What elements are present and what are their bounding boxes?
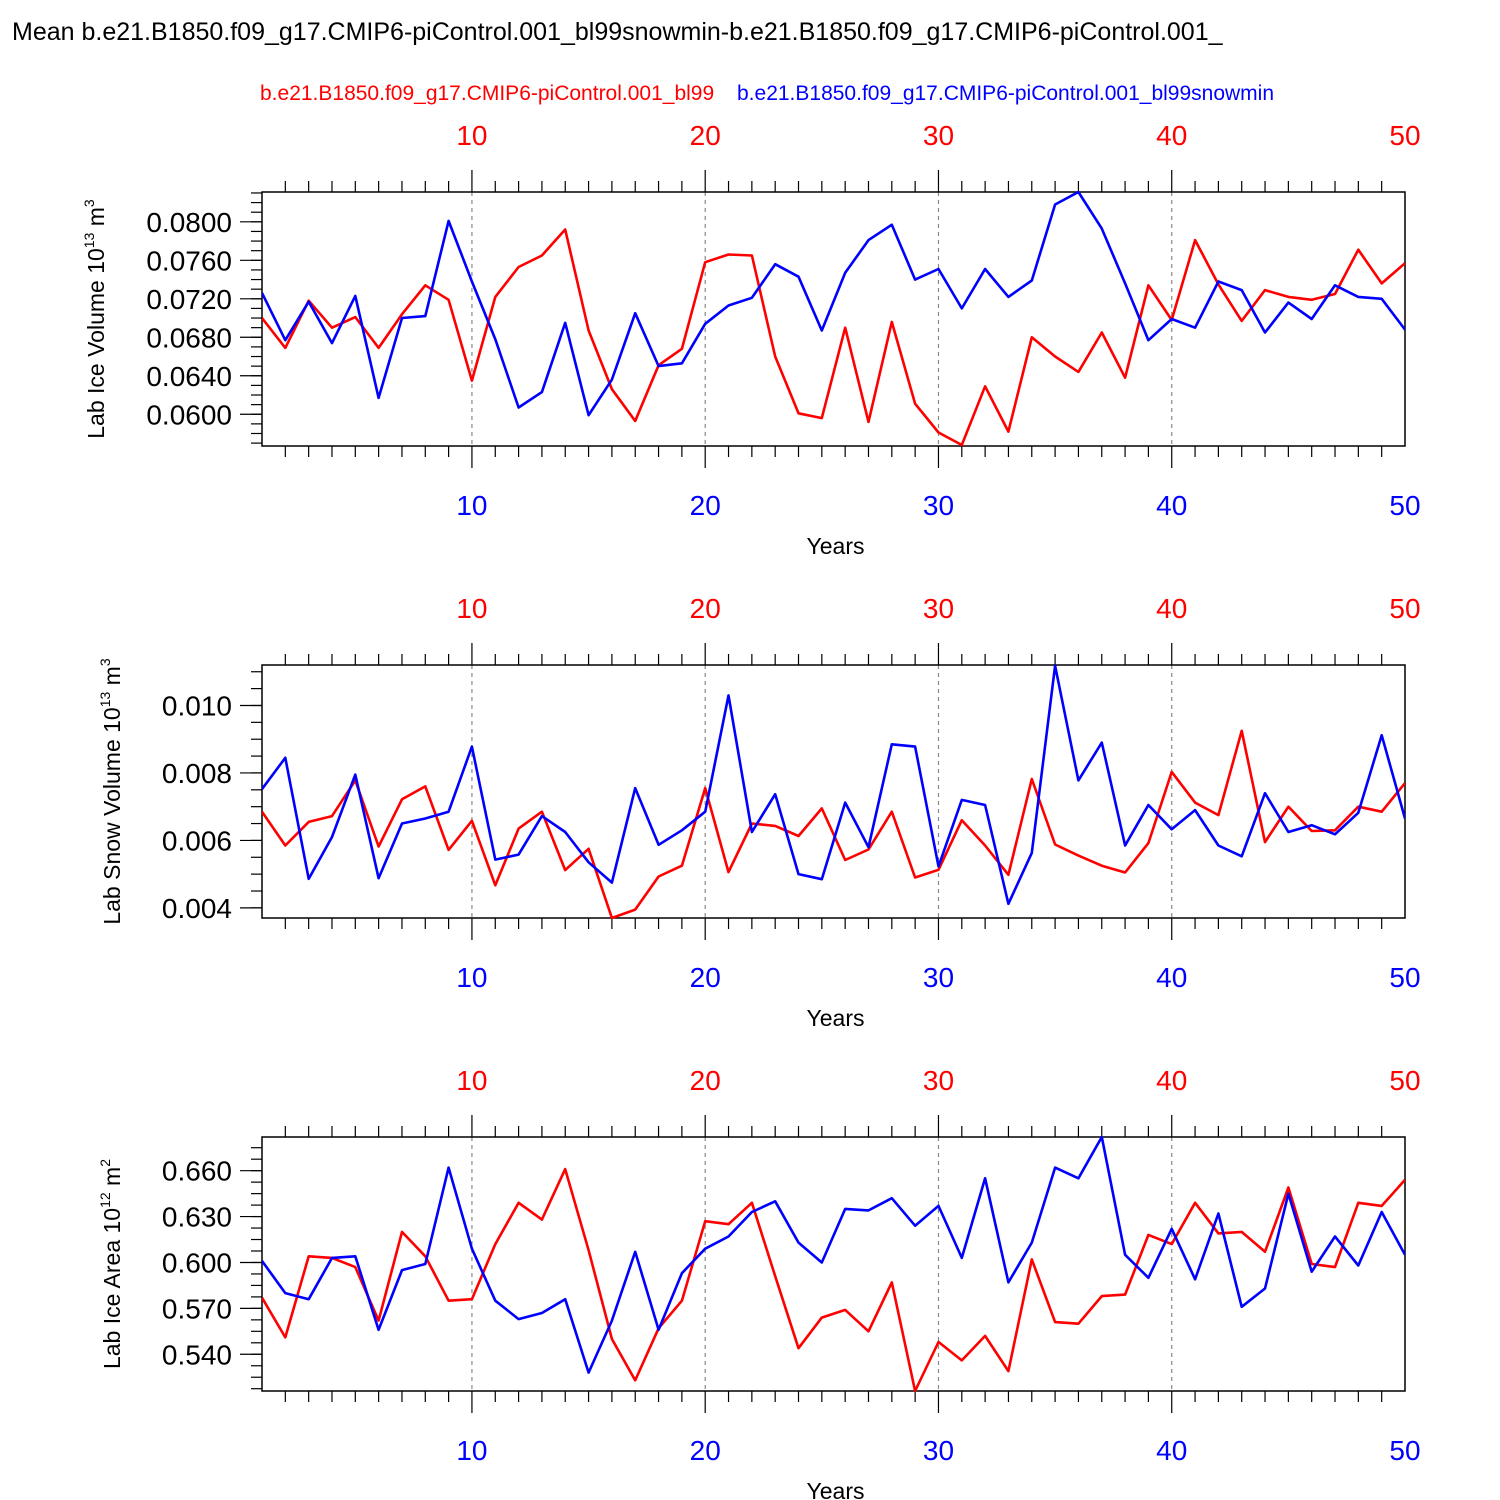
x-tick-label-top: 20 <box>690 593 721 624</box>
x-tick-label-bottom: 40 <box>1156 1435 1187 1466</box>
y-tick-label: 0.0640 <box>146 361 232 392</box>
series-line-red <box>262 228 1405 447</box>
plot-frame <box>261 1136 1406 1392</box>
page-title: Mean b.e21.B1850.f09_g17.CMIP6-piControl… <box>12 18 1223 46</box>
y-tick-label: 0.630 <box>162 1202 232 1233</box>
y-tick-label: 0.0720 <box>146 284 232 315</box>
y-tick-label: 0.600 <box>162 1247 232 1278</box>
legend-red-label: b.e21.B1850.f09_g17.CMIP6-piControl.001_… <box>260 82 715 105</box>
x-tick-label-top: 20 <box>690 1065 721 1096</box>
x-tick-label-top: 10 <box>456 120 487 151</box>
x-tick-label-bottom: 30 <box>923 1435 954 1466</box>
x-tick-label-bottom: 10 <box>456 962 487 993</box>
x-tick-label-top: 50 <box>1389 593 1420 624</box>
x-tick-label-bottom: 40 <box>1156 490 1187 521</box>
x-axis-label: Years <box>807 1478 865 1500</box>
x-tick-label-top: 40 <box>1156 1065 1187 1096</box>
y-tick-label: 0.540 <box>162 1339 232 1370</box>
x-tick-label-top: 10 <box>456 593 487 624</box>
y-tick-label: 0.006 <box>162 825 232 856</box>
legend-blue-label: b.e21.B1850.f09_g17.CMIP6-piControl.001_… <box>737 82 1275 105</box>
x-tick-label-bottom: 50 <box>1389 1435 1420 1466</box>
y-tick-label: 0.010 <box>162 690 232 721</box>
x-tick-label-top: 50 <box>1389 1065 1420 1096</box>
plot-frame <box>261 191 1406 447</box>
y-axis-label: Lab Snow Volume 1013 m3 <box>97 658 125 925</box>
series-line-blue <box>262 191 1405 417</box>
y-tick-label: 0.0600 <box>146 399 232 430</box>
series-line-blue <box>262 664 1405 906</box>
x-tick-label-top: 30 <box>923 1065 954 1096</box>
y-tick-label: 0.008 <box>162 758 232 789</box>
x-tick-label-bottom: 50 <box>1389 962 1420 993</box>
x-tick-label-top: 30 <box>923 593 954 624</box>
y-tick-label: 0.0760 <box>146 245 232 276</box>
x-tick-label-bottom: 20 <box>690 1435 721 1466</box>
x-tick-label-bottom: 30 <box>923 490 954 521</box>
y-axis-label: Lab Ice Volume 1013 m3 <box>81 199 109 439</box>
x-tick-label-bottom: 30 <box>923 962 954 993</box>
y-tick-label: 0.004 <box>162 893 232 924</box>
x-tick-label-top: 40 <box>1156 593 1187 624</box>
chart-panel-3: 10 10 20 20 30 30 40 40 50 50 0.540 0.570 0.600 0.630… <box>97 1065 1421 1500</box>
x-tick-label-top: 40 <box>1156 120 1187 151</box>
plot-frame <box>261 664 1406 919</box>
series-line-red <box>262 1167 1405 1392</box>
y-tick-label: 0.570 <box>162 1293 232 1324</box>
x-tick-label-top: 30 <box>923 120 954 151</box>
x-tick-label-bottom: 10 <box>456 490 487 521</box>
x-tick-label-top: 50 <box>1389 120 1420 151</box>
y-tick-label: 0.0800 <box>146 207 232 238</box>
x-tick-label-bottom: 50 <box>1389 490 1420 521</box>
x-tick-label-bottom: 20 <box>690 962 721 993</box>
x-tick-label-top: 10 <box>456 1065 487 1096</box>
x-tick-label-bottom: 20 <box>690 490 721 521</box>
x-tick-label-bottom: 40 <box>1156 962 1187 993</box>
y-axis-label: Lab Ice Area 1012 m2 <box>97 1159 125 1369</box>
chart-panel-1: 10 10 20 20 30 30 40 40 50 50 0.0600 0.0640 0.0680 0.… <box>81 120 1421 559</box>
chart-panel-2: 10 10 20 20 30 30 40 40 50 50 0.004 0.006 0.008 0.010… <box>97 593 1421 1031</box>
x-axis-label: Years <box>807 1005 865 1031</box>
y-tick-label: 0.0680 <box>146 322 232 353</box>
x-axis-label: Years <box>807 533 865 559</box>
y-tick-label: 0.660 <box>162 1156 232 1187</box>
series-line-red <box>262 729 1405 919</box>
x-tick-label-bottom: 10 <box>456 1435 487 1466</box>
x-tick-label-top: 20 <box>690 120 721 151</box>
series-line-blue <box>262 1136 1405 1374</box>
